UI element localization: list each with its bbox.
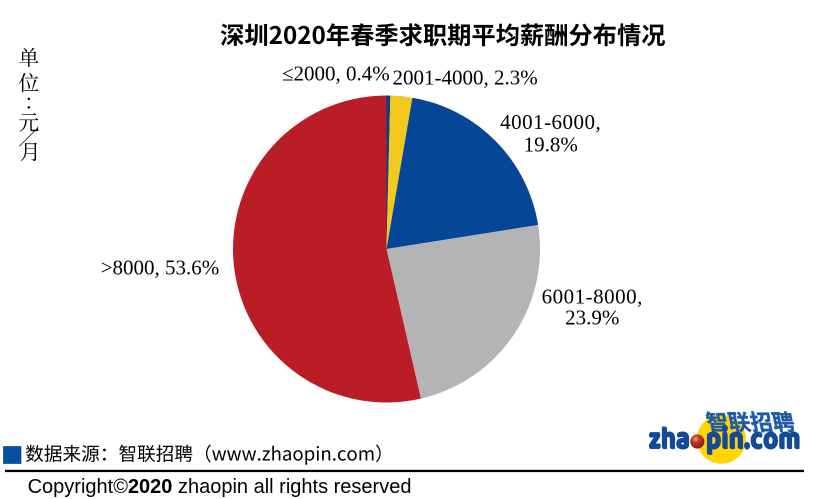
svg-text:4001-6000,: 4001-6000, bbox=[500, 110, 601, 134]
svg-text:≤2000, 0.4%: ≤2000, 0.4% bbox=[282, 61, 390, 85]
svg-text:>8000, 53.6%: >8000, 53.6% bbox=[101, 256, 220, 280]
svg-text:Copyright©2020 zhaopin all rig: Copyright©2020 zhaopin all rights reserv… bbox=[28, 476, 412, 498]
svg-text:6001-8000,: 6001-8000, bbox=[542, 285, 643, 309]
svg-text:23.9%: 23.9% bbox=[565, 306, 619, 330]
svg-text:2001-4000, 2.3%: 2001-4000, 2.3% bbox=[393, 66, 538, 90]
svg-text:19.8%: 19.8% bbox=[524, 133, 578, 157]
